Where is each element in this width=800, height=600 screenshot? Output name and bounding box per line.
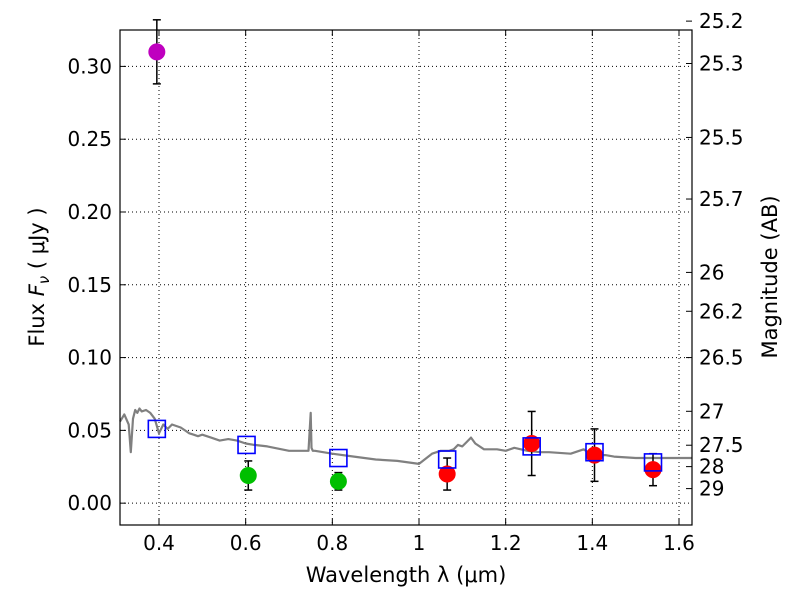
x-tick-label: 1.6	[663, 531, 695, 555]
y2-tick-label: 26	[699, 260, 724, 284]
model-photometry-point	[329, 448, 348, 468]
tick-layer	[120, 20, 692, 525]
y2-tick-label: 25.2	[699, 9, 744, 33]
observed-ir-point	[644, 461, 662, 479]
observed-ir-point	[438, 465, 456, 483]
y2-tick-label: 25.5	[699, 125, 744, 149]
label-layer: 0.4 0.6 0.8 1 1.2 1.4 1.6 0.00 0.05 0.10 0.15 0.20 0…	[67, 9, 743, 555]
model-photometry-point	[437, 450, 457, 469]
y-tick-label: 0.10	[67, 346, 112, 370]
y-tick-label: 0.25	[67, 127, 112, 151]
model-photometry-point	[147, 419, 167, 439]
y-axis-title-unit: ( μJy )	[25, 207, 49, 275]
y-tick-label: 0.30	[67, 54, 112, 78]
y2-tick-label: 27	[699, 399, 724, 423]
errorbar-layer	[152, 19, 657, 491]
x-tick-label: 1.2	[490, 531, 522, 555]
y2-tick-label: 25.3	[699, 51, 744, 75]
y-tick-label: 0.00	[67, 491, 112, 515]
plot-frame	[119, 29, 693, 526]
x-tick-label: 0.4	[143, 531, 175, 555]
y2-tick-label: 26.2	[699, 299, 744, 323]
model-photometry-point	[237, 435, 256, 455]
x-tick-label: 1.4	[576, 531, 608, 555]
x-tick-label: 1	[413, 531, 426, 555]
grid-layer	[120, 30, 692, 525]
model-photometry-point	[643, 453, 663, 472]
y-tick-label: 0.20	[67, 200, 112, 224]
x-axis-title: Wavelength λ (μm)	[306, 563, 507, 587]
y-axis-title-symbol: F	[25, 283, 49, 296]
y2-tick-label: 29	[699, 477, 724, 501]
observed-optical-point	[329, 472, 347, 490]
model-photometry-point	[585, 442, 604, 462]
x-tick-label: 0.6	[230, 531, 262, 555]
observed-uv-point	[148, 43, 166, 61]
y2-tick-label: 28	[699, 455, 724, 479]
x-tick-label: 0.8	[316, 531, 348, 555]
y-axis-title: Flux Fν ( μJy )	[25, 207, 53, 346]
y2-tick-label: 27.5	[699, 433, 744, 457]
y-tick-label: 0.05	[67, 418, 112, 442]
y-tick-label: 0.15	[67, 273, 112, 297]
y2-tick-label: 25.7	[699, 187, 744, 211]
model-spectrum-line	[119, 407, 692, 465]
y-axis-title-subscript: ν	[35, 276, 53, 284]
y-axis-title-prefix: Flux	[25, 296, 49, 346]
observed-optical-point	[239, 467, 257, 484]
y2-tick-label: 26.5	[699, 346, 744, 370]
marker-layer	[147, 43, 663, 490]
spectrum-layer	[119, 407, 692, 465]
model-photometry-point	[522, 437, 541, 456]
y2-axis-title: Magnitude (AB)	[758, 195, 782, 358]
